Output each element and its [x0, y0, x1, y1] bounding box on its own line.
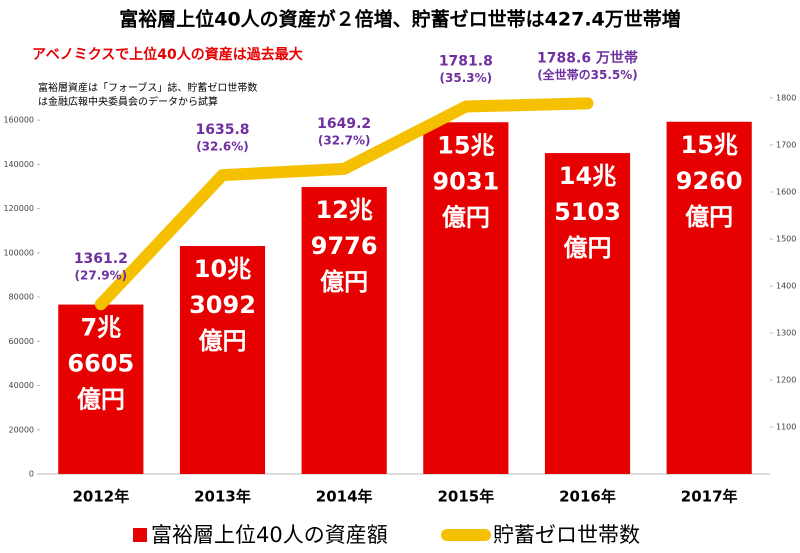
bar	[423, 122, 509, 474]
line-label: 1781.8	[439, 54, 493, 70]
y-tick-label: 60000	[9, 337, 34, 346]
y2-tick-label: 1100	[776, 423, 796, 432]
chart-title: 富裕層上位40人の資産が２倍増、貯蓄ゼロ世帯は427.4万世帯増	[119, 8, 681, 31]
chart-subtitle: アベノミクスで上位40人の資産は過去最大	[32, 46, 303, 63]
bar-label: 億円	[320, 268, 368, 296]
bar-label: 9260	[676, 167, 743, 195]
x-tick-label: 2017年	[681, 488, 738, 506]
bar-label: 億円	[442, 203, 490, 231]
line-label: (32.7%)	[318, 133, 371, 147]
y-tick-label: 100000	[3, 248, 34, 257]
y-tick-label: 40000	[9, 381, 34, 390]
y2-tick-label: 1600	[776, 188, 796, 197]
line-label: (35.3%)	[440, 71, 493, 85]
line-label: 1635.8	[195, 122, 249, 138]
bar-label: 9031	[432, 167, 499, 195]
bar-label: 10兆	[194, 255, 251, 283]
bar-label: 9776	[311, 232, 378, 260]
x-tick-label: 2014年	[316, 488, 373, 506]
bar-label: 億円	[564, 234, 612, 262]
bar-label: 7兆	[80, 314, 121, 342]
y2-tick-label: 1400	[776, 282, 796, 291]
y2-tick-label: 1200	[776, 376, 796, 385]
bar	[666, 121, 752, 474]
line	[94, 97, 594, 311]
bar	[544, 153, 631, 475]
bar	[179, 245, 266, 474]
bar-label: 15兆	[437, 131, 494, 159]
legend-swatch	[133, 528, 147, 542]
bar-label: 5103	[554, 198, 621, 226]
line-label: (27.9%)	[75, 269, 128, 283]
y2-tick-label: 1700	[776, 141, 796, 150]
line-label: 1788.6 万世帯	[537, 49, 638, 66]
bar-label: 3092	[189, 291, 256, 319]
bar-label: 億円	[685, 203, 733, 231]
x-tick-label: 2012年	[72, 488, 129, 506]
y-tick-label: 0	[29, 470, 34, 479]
y2-tick-label: 1800	[776, 94, 796, 103]
legend-label: 貯蓄ゼロ世帯数	[493, 523, 640, 547]
bar-label: 14兆	[559, 162, 616, 190]
bar-label: 6605	[67, 350, 134, 378]
bar-label: 12兆	[315, 196, 372, 224]
bar-label: 億円	[199, 327, 247, 355]
bar-label: 15兆	[680, 131, 737, 159]
bar	[58, 304, 144, 474]
bar	[301, 186, 387, 475]
y-tick-label: 20000	[9, 425, 34, 434]
x-tick-label: 2013年	[194, 488, 251, 506]
note: は金融広報中央委員会のデータから試算	[38, 95, 218, 108]
x-tick-label: 2016年	[559, 488, 616, 506]
line-label: (全世帯の35.5%)	[537, 67, 638, 82]
y-tick-label: 120000	[3, 204, 34, 213]
line-label: 1649.2	[317, 116, 371, 132]
x-tick-label: 2015年	[437, 488, 494, 506]
line-label: (32.6%)	[196, 140, 249, 154]
legend-label: 富裕層上位40人の資産額	[151, 523, 388, 547]
y2-tick-label: 1300	[776, 329, 796, 338]
note: 富裕層資産は「フォーブス」誌、貯蓄ゼロ世帯数	[38, 81, 257, 94]
y-tick-label: 80000	[9, 293, 34, 302]
line-label: 1361.2	[74, 251, 128, 267]
bar-label: 億円	[77, 386, 125, 414]
y-tick-label: 140000	[3, 160, 34, 169]
y2-tick-label: 1500	[776, 235, 796, 244]
y-tick-label: 160000	[3, 116, 34, 125]
